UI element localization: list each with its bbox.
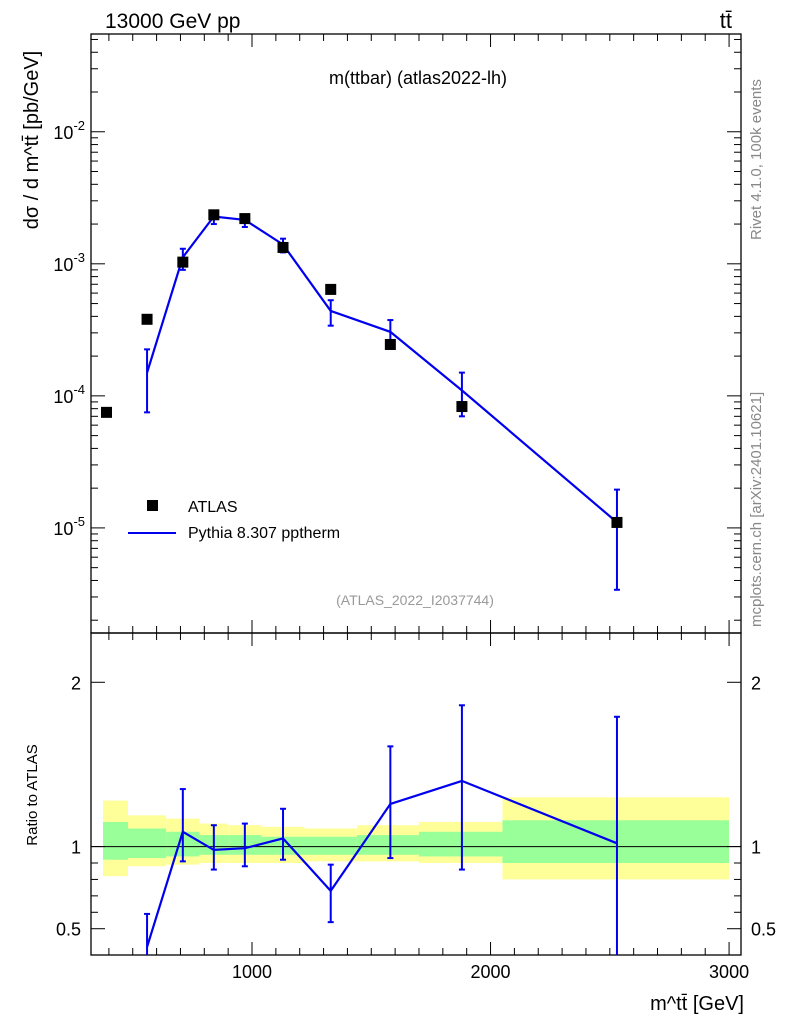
x-axis-label: m^tt̄ [GeV] <box>650 993 744 1015</box>
atlas-data-point <box>277 241 289 253</box>
atlas-data-point <box>101 406 113 418</box>
process-label: tt̄ <box>720 8 732 33</box>
ratio-band-green <box>103 821 128 860</box>
ratio-y-tick-label-right: 1 <box>751 838 761 858</box>
ratio-line <box>146 779 618 948</box>
main-y-tick-label: 10-3 <box>53 250 85 275</box>
ratio-band-green <box>304 836 357 855</box>
x-tick-label: 1000 <box>232 962 272 982</box>
ratio-plot-frame <box>90 632 742 956</box>
atlas-data-point <box>456 401 468 413</box>
ratio-y-axis-label: Ratio to ATLAS <box>24 744 41 845</box>
beam-label: 13000 GeV pp <box>105 10 240 33</box>
ratio-y-tick-label: 0.5 <box>56 920 81 940</box>
ratio-y-tick-label-right: 2 <box>751 673 761 693</box>
ratio-band-green <box>356 835 419 855</box>
analysis-watermark: (ATLAS_2022_I2037744) <box>336 592 494 608</box>
atlas-data-point <box>325 283 337 295</box>
x-tick-label: 3000 <box>709 962 749 982</box>
atlas-data-point <box>611 516 623 528</box>
ratio-band-green <box>418 831 503 857</box>
legend-pythia-label: Pythia 8.307 pptherm <box>188 525 340 542</box>
atlas-data-point <box>239 213 251 225</box>
x-tick-label: 2000 <box>471 962 511 982</box>
atlas-data-point <box>208 209 220 221</box>
legend-atlas-marker <box>147 500 158 511</box>
main-plot-title: m(ttbar) (atlas2022-lh) <box>329 68 507 88</box>
atlas-data-point <box>141 313 153 325</box>
main-y-tick-label: 10-5 <box>53 514 85 539</box>
legend-atlas-label: ATLAS <box>188 499 238 516</box>
ratio-y-tick-label: 2 <box>71 673 81 693</box>
atlas-data-point <box>384 338 396 350</box>
atlas-data-point <box>177 256 189 268</box>
ratio-y-tick-label: 1 <box>71 838 81 858</box>
source-label: mcplots.cern.ch [arXiv:2401.10621] <box>748 392 765 627</box>
main-y-tick-label: 10-2 <box>53 118 85 143</box>
main-y-axis-label: dσ / d m^tt̄ [pb/GeV] <box>21 51 43 229</box>
ratio-y-tick-label-right: 0.5 <box>751 920 776 940</box>
rivet-label: Rivet 4.1.0, 100k events <box>748 79 765 240</box>
legend: ATLAS Pythia 8.307 pptherm <box>128 499 340 542</box>
main-y-tick-label: 10-4 <box>53 382 85 407</box>
ratio-band-green <box>127 828 167 859</box>
